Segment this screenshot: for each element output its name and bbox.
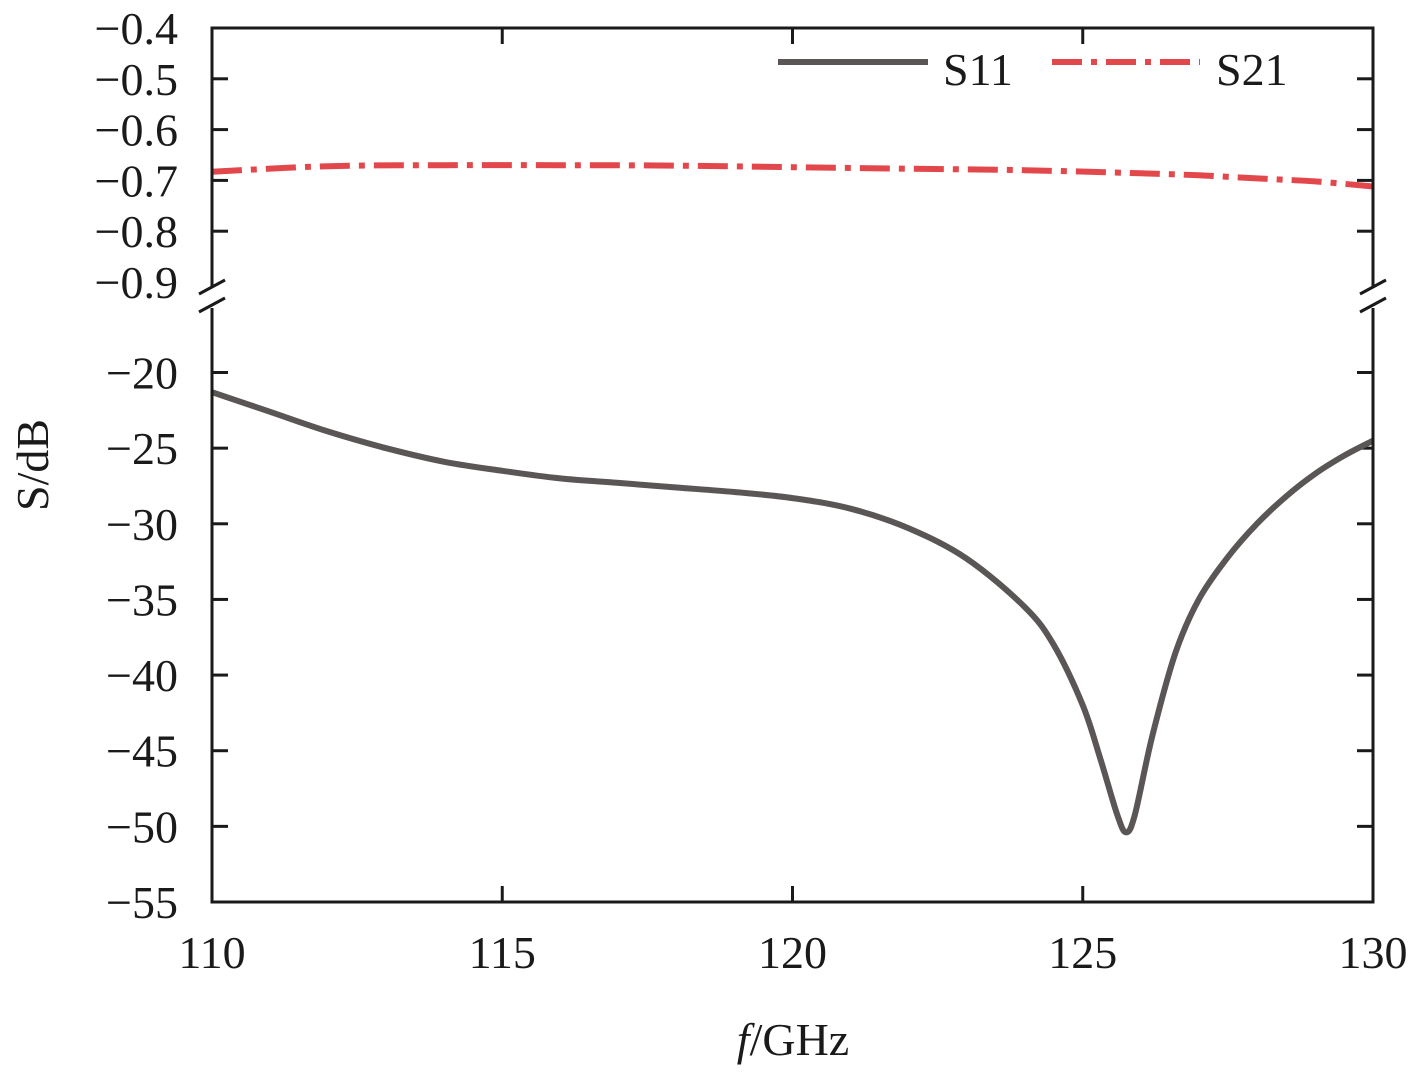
y-tick-label: −30 <box>106 499 178 550</box>
break-mark-left-1 <box>198 278 226 296</box>
y-tick-label: −0.8 <box>95 206 178 257</box>
break-mark-right-1 <box>1359 278 1387 296</box>
y-tick-label: −0.6 <box>95 105 178 156</box>
y-tick-label: −0.5 <box>95 54 178 105</box>
x-tick-label: 110 <box>178 927 245 978</box>
y-tick-label: −0.4 <box>95 3 178 54</box>
x-axis-title: f/GHz <box>737 1014 849 1065</box>
y-tick-label: −50 <box>106 801 178 852</box>
x-tick-label: 130 <box>1339 927 1408 978</box>
axis-break-marks <box>198 278 1387 314</box>
y-tick-label: −0.9 <box>95 257 178 308</box>
break-mark-right-2 <box>1359 296 1387 314</box>
x-tick-label: 115 <box>469 927 536 978</box>
series-line-s11 <box>211 389 1375 836</box>
y-tick-label: −20 <box>106 348 178 399</box>
x-tick-label: 125 <box>1048 927 1117 978</box>
axis-ticks: 110 115 120 125 130 −0.4−0.5−0.6−0.7−0.8−0.9 −… <box>95 3 1408 978</box>
y-axis-title: S/dB <box>7 419 58 511</box>
y-tick-label: −25 <box>106 423 178 474</box>
y-tick-label: −35 <box>106 574 178 625</box>
legend-label-s21: S21 <box>1216 44 1288 95</box>
legend: S11 S21 <box>778 44 1288 95</box>
y-tick-label: −40 <box>106 650 178 701</box>
y-tick-label: −45 <box>106 726 178 777</box>
series-line-s21 <box>211 162 1374 190</box>
x-axis-title-unit: /GHz <box>750 1014 850 1065</box>
break-mark-left-2 <box>198 296 226 314</box>
x-tick-label: 120 <box>758 927 827 978</box>
plot-series <box>211 162 1375 836</box>
plot-frame <box>210 26 1375 904</box>
y-tick-label: −55 <box>106 877 178 928</box>
legend-label-s11: S11 <box>943 44 1013 95</box>
y-tick-label: −0.7 <box>95 155 178 206</box>
